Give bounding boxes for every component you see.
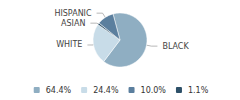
svg-text:BLACK: BLACK — [162, 42, 189, 51]
svg-text:HISPANIC: HISPANIC — [54, 9, 92, 18]
svg-text:ASIAN: ASIAN — [61, 19, 85, 28]
svg-text:WHITE: WHITE — [56, 40, 82, 49]
svg-text:64.4%: 64.4% — [46, 86, 72, 95]
svg-text:24.4%: 24.4% — [93, 86, 119, 95]
svg-text:1.1%: 1.1% — [188, 86, 209, 95]
svg-text:10.0%: 10.0% — [141, 86, 167, 95]
